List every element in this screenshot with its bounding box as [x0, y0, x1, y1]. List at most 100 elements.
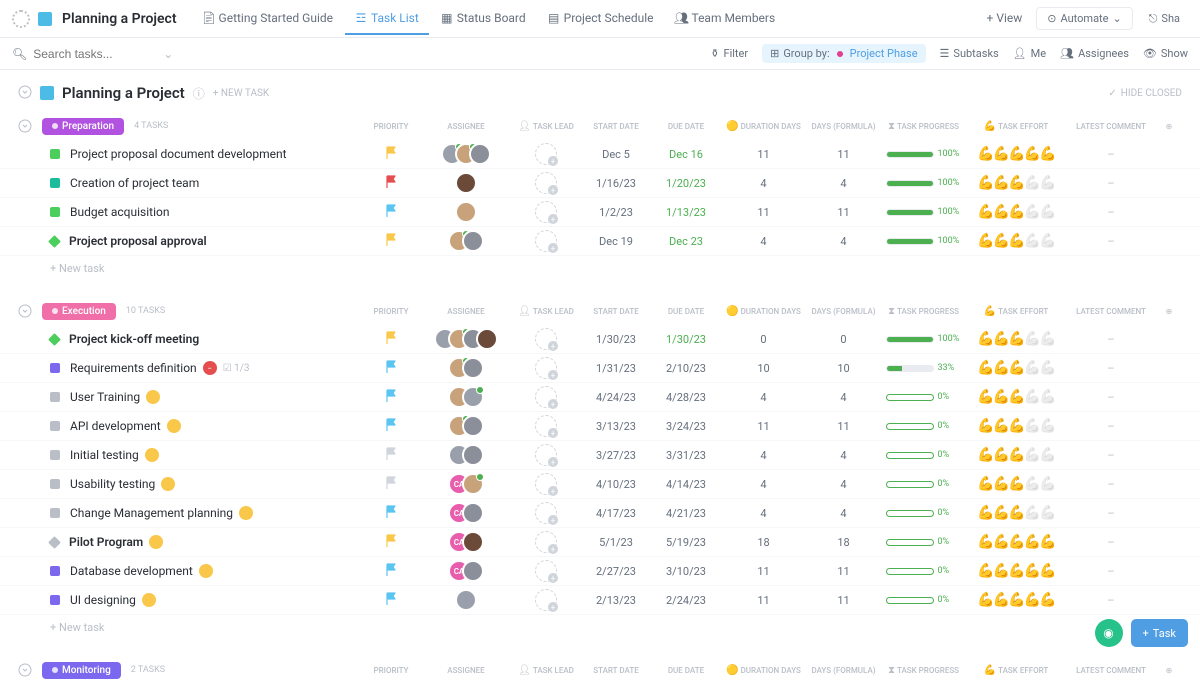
- cell-progress[interactable]: 0%: [881, 421, 966, 431]
- col-progress[interactable]: ⧗TASK PROGRESS: [881, 121, 966, 132]
- fab-record-button[interactable]: ◉: [1095, 619, 1123, 647]
- task-row[interactable]: User Training 4/24/23 4/28/23 4 4 0% 💪💪💪…: [0, 383, 1200, 412]
- cell-priority[interactable]: [361, 389, 421, 406]
- cell-duration[interactable]: 11: [721, 206, 806, 219]
- col-comment[interactable]: LATEST COMMENT: [1066, 122, 1156, 131]
- task-row[interactable]: Database development CA 2/27/23 3/10/23 …: [0, 557, 1200, 586]
- cell-due-date[interactable]: 3/10/23: [651, 565, 721, 578]
- group-by-button[interactable]: ⊞ Group by: Project Phase: [762, 44, 925, 63]
- cell-duration[interactable]: 11: [721, 565, 806, 578]
- status-square-icon[interactable]: [50, 392, 60, 402]
- collapse-icon[interactable]: [18, 85, 32, 102]
- cell-comment[interactable]: –: [1066, 362, 1156, 375]
- cell-assignee[interactable]: [421, 328, 511, 350]
- cell-effort[interactable]: 💪💪💪💪💪: [966, 175, 1066, 191]
- cell-progress[interactable]: 0%: [881, 479, 966, 489]
- cell-priority[interactable]: [361, 331, 421, 348]
- filter-button[interactable]: ⚱ Filter: [710, 47, 748, 60]
- col-priority[interactable]: PRIORITY: [361, 666, 421, 675]
- col-assignee[interactable]: ASSIGNEE: [421, 666, 511, 675]
- cell-tasklead[interactable]: [511, 502, 581, 524]
- cell-tasklead[interactable]: [511, 230, 581, 252]
- cell-duration[interactable]: 4: [721, 449, 806, 462]
- cell-comment[interactable]: –: [1066, 536, 1156, 549]
- avatar[interactable]: [469, 143, 491, 165]
- col-task-lead[interactable]: 👤︎TASK LEAD: [511, 665, 581, 676]
- cell-comment[interactable]: –: [1066, 206, 1156, 219]
- cell-comment[interactable]: –: [1066, 449, 1156, 462]
- tab-task-list[interactable]: ☲Task List: [345, 3, 429, 35]
- project-title[interactable]: Planning a Project: [62, 11, 177, 27]
- col-comment[interactable]: LATEST COMMENT: [1066, 666, 1156, 675]
- task-row[interactable]: Budget acquisition 1/2/23 1/13/23 11 11 …: [0, 198, 1200, 227]
- task-row[interactable]: Creation of project team 1/16/23 1/20/23…: [0, 169, 1200, 198]
- cell-progress[interactable]: 0%: [881, 537, 966, 547]
- avatar[interactable]: [476, 328, 498, 350]
- task-name[interactable]: API development: [70, 419, 161, 433]
- group-pill[interactable]: Monitoring: [42, 662, 121, 679]
- tab-getting-started-guide[interactable]: 📄︎Getting Started Guide: [193, 3, 343, 35]
- tab-status-board[interactable]: ▦Status Board: [431, 3, 536, 35]
- cell-tasklead[interactable]: [511, 444, 581, 466]
- new-task-row-button[interactable]: + New task: [0, 615, 1200, 640]
- status-square-icon[interactable]: [50, 178, 60, 188]
- cell-effort[interactable]: 💪💪💪💪💪: [966, 563, 1066, 579]
- cell-effort[interactable]: 💪💪💪💪💪: [966, 418, 1066, 434]
- cell-assignee[interactable]: CA: [421, 531, 511, 553]
- col-start-date[interactable]: START DATE: [581, 666, 651, 675]
- task-name[interactable]: Initial testing: [70, 448, 139, 462]
- cell-duration[interactable]: 11: [721, 420, 806, 433]
- cell-start-date[interactable]: 1/31/23: [581, 362, 651, 375]
- cell-progress[interactable]: 100%: [881, 149, 966, 159]
- group-pill[interactable]: Execution: [42, 303, 116, 320]
- col-priority[interactable]: PRIORITY: [361, 122, 421, 131]
- cell-duration[interactable]: 4: [721, 507, 806, 520]
- group-collapse-icon[interactable]: [18, 304, 32, 318]
- col-duration[interactable]: 🟡DURATION DAYS: [721, 306, 806, 317]
- status-square-icon[interactable]: [50, 363, 60, 373]
- add-column-button[interactable]: ⊕: [1156, 307, 1182, 316]
- status-square-icon[interactable]: [50, 207, 60, 217]
- status-square-icon[interactable]: [50, 479, 60, 489]
- cell-effort[interactable]: 💪💪💪💪💪: [966, 204, 1066, 220]
- chevron-down-icon[interactable]: ⌄: [163, 47, 173, 61]
- avatar[interactable]: [462, 230, 484, 252]
- cell-comment[interactable]: –: [1066, 507, 1156, 520]
- cell-tasklead[interactable]: [511, 415, 581, 437]
- cell-days-formula[interactable]: 11: [806, 594, 881, 607]
- cell-duration[interactable]: 11: [721, 594, 806, 607]
- status-square-icon[interactable]: [50, 421, 60, 431]
- tab-project-schedule[interactable]: ▤Project Schedule: [538, 3, 664, 35]
- col-due-date[interactable]: DUE DATE: [651, 122, 721, 131]
- cell-tasklead[interactable]: [511, 201, 581, 223]
- col-progress[interactable]: ⧗TASK PROGRESS: [881, 665, 966, 676]
- cell-tasklead[interactable]: [511, 531, 581, 553]
- cell-effort[interactable]: 💪💪💪💪💪: [966, 534, 1066, 550]
- cell-days-formula[interactable]: 4: [806, 177, 881, 190]
- cell-assignee[interactable]: CA: [421, 560, 511, 582]
- cell-assignee[interactable]: [421, 444, 511, 466]
- cell-duration[interactable]: 4: [721, 391, 806, 404]
- cell-comment[interactable]: –: [1066, 478, 1156, 491]
- cell-priority[interactable]: [361, 505, 421, 522]
- col-progress[interactable]: ⧗TASK PROGRESS: [881, 306, 966, 317]
- task-name[interactable]: Pilot Program: [69, 535, 143, 549]
- add-view-button[interactable]: + View: [977, 3, 1033, 35]
- avatar[interactable]: [462, 386, 484, 408]
- cell-start-date[interactable]: 4/17/23: [581, 507, 651, 520]
- automate-button[interactable]: ⊙ Automate ⌄: [1036, 7, 1132, 30]
- cell-priority[interactable]: [361, 146, 421, 163]
- task-name[interactable]: Creation of project team: [70, 176, 199, 190]
- task-name[interactable]: Database development: [70, 564, 193, 578]
- task-row[interactable]: API development 3/13/23 3/24/23 11 11 0%…: [0, 412, 1200, 441]
- cell-priority[interactable]: [361, 204, 421, 221]
- cell-tasklead[interactable]: [511, 589, 581, 611]
- new-task-row-button[interactable]: + New task: [0, 256, 1200, 281]
- task-name[interactable]: Project proposal approval: [69, 234, 207, 248]
- cell-days-formula[interactable]: 4: [806, 478, 881, 491]
- avatar[interactable]: [455, 589, 477, 611]
- avatar[interactable]: [462, 444, 484, 466]
- share-button[interactable]: ⎋ Sha: [1141, 8, 1188, 30]
- cell-due-date[interactable]: 3/31/23: [651, 449, 721, 462]
- cell-days-formula[interactable]: 18: [806, 536, 881, 549]
